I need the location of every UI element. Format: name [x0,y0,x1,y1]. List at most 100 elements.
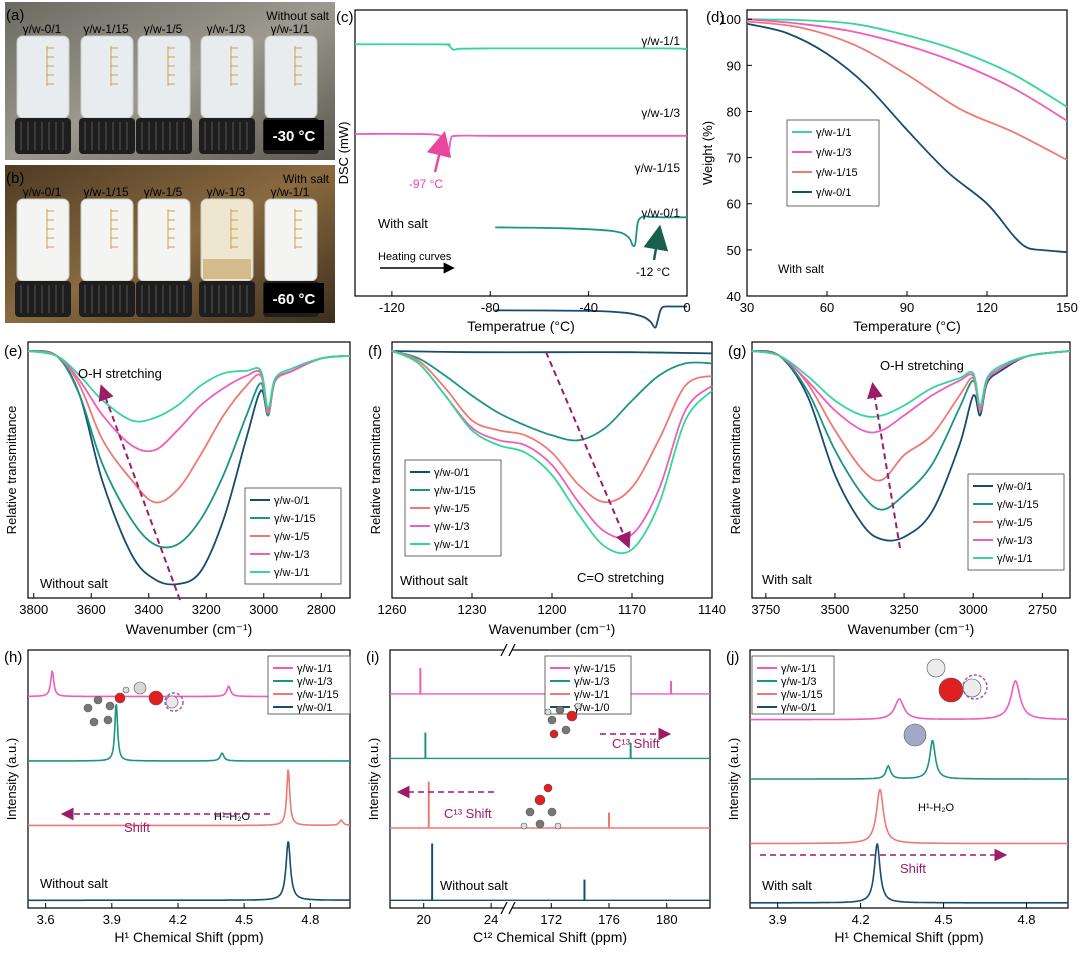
legend-label: γ/w-0/1 [997,481,1032,493]
legend-box [544,655,632,715]
y-tick-label: 80 [727,104,741,119]
legend-label: γ/w-1/1 [997,553,1032,565]
ftir-oh-with-salt-panel: 3750 3500 3250 3000 2750 (g) Wavenumber (cm⁻¹)… [728,341,1071,637]
x-axis-label: Wavenumber (cm⁻¹) [126,621,253,637]
c13-nmr-panel: 20 24 172 176 180 (i) C¹² Chemical Shift (ppm)… [366,643,711,945]
x-tick-label: 4.2 [852,912,870,927]
trend-arrow [98,384,181,601]
ir-spectrum-curve [751,350,1071,434]
vial-residue [203,259,251,279]
h1-nmr-with-salt-panel: 3.9 4.2 4.5 4.8 (j) H¹ Chemical Shift (ppm) In… [726,649,1069,945]
temperature-badge [264,120,324,150]
vial-label: γ/w-1/15 [83,185,129,199]
x-axis-label: Wavenumber (cm⁻¹) [848,621,975,637]
y-axis-label: Intensity (a.u.) [726,738,741,820]
axis-break-mark [508,901,516,915]
x-tick-label: 4.5 [935,912,953,927]
nmr-spectrum [28,769,351,827]
legend-label: γ/w-1/15 [781,689,823,701]
panel-label: (f) [368,343,382,360]
dsc-curve [354,132,687,153]
vial-body [264,35,318,119]
ir-spectrum-curve [27,350,351,423]
vial-label: γ/w-0/1 [23,22,62,36]
plot-frame [27,341,351,599]
x-tick-label: 4.8 [1017,912,1035,927]
legend-label: γ/w-1/5 [997,517,1032,529]
annotation-h1-h2o: H¹-H₂O [214,811,250,823]
axis-break-mark [500,643,508,657]
legend-label: γ/w-1/3 [781,676,816,688]
nmr-spectrum [28,841,351,902]
x-tick-label: 3.9 [103,912,121,927]
legend-label: γ/w-1/15 [297,689,339,701]
legend-label: γ/w-1/15 [274,513,316,525]
legend-label: γ/w-1/1 [297,663,332,675]
ir-spectrum-curve [27,350,351,453]
melting-arrow-green [643,224,669,261]
vial-label: γ/w-1/5 [144,185,183,199]
panel-label: (e) [4,343,22,360]
panel-label: (c) [336,9,354,26]
molecule-atom [122,686,130,694]
molecule-atom [938,677,964,703]
x-tick-label: 24 [484,912,498,927]
nmr-spectrum [750,739,1068,780]
annotation-c13-shift: C¹³ Shift [612,736,660,751]
x-tick-label: 1230 [458,602,487,617]
x-tick-label: -120 [379,300,405,315]
legend-label: γ/w-1/3 [297,676,332,688]
legend-box [267,655,351,715]
molecule-atom [549,729,559,739]
y-axis-label: Weight (%) [700,121,715,185]
legend-label: γ/w-1/15 [997,499,1039,511]
y-tick-label: 40 [727,289,741,304]
ir-spectrum-curve [391,350,713,355]
molecule-atom [962,678,982,698]
molecule-atom [525,807,535,817]
molecule-atom [520,822,528,830]
trend-arrow [867,382,901,549]
molecule-atom [535,819,545,829]
molecule-atom [89,717,99,727]
x-tick-label: 4.8 [301,912,319,927]
ir-spectrum-curve [391,350,713,442]
legend-label: γ/w-1/15 [816,167,858,179]
photo-condition-label: With salt [283,172,330,186]
annotation-heating: Heating curves [378,251,452,263]
molecule-atom [148,690,164,706]
legend-label: γ/w-1/3 [274,549,309,561]
tga-curve [746,18,1068,108]
tga-curve [746,20,1068,161]
legend-label: γ/w-1/1 [574,689,609,701]
y-axis-label: Intensity (a.u.) [4,738,19,820]
x-tick-label: 4.5 [235,912,253,927]
trend-arrow [545,351,631,549]
melting-arrow-pink [426,130,452,173]
legend-label: γ/w-1/15 [574,663,616,675]
molecule-atom [561,725,571,735]
axis-break-gap [504,644,512,656]
annotation-h1-h2o: H¹-H₂O [918,802,954,814]
x-axis-label: C¹² Chemical Shift (ppm) [473,929,627,945]
legend-label: γ/w-0/1 [434,467,469,479]
x-axis-label: H¹ Chemical Shift (ppm) [834,929,983,945]
molecule-atom [114,692,126,704]
h1-nmr-without-salt-panel: 3.6 3.9 4.2 4.5 4.8 (h) H¹ Chemical Shift (ppm… [4,649,351,945]
y-axis-label: Intensity (a.u.) [366,738,381,820]
plot-frame [751,341,1071,599]
x-tick-label: -80 [481,300,500,315]
molecule-atom [566,710,578,722]
panel-label: (j) [726,649,739,666]
y-axis-label: Relative transmittance [728,406,743,535]
annotation-without-salt: Without salt [400,573,468,588]
x-tick-label: 172 [540,912,562,927]
curve-label: γ/w-0/1 [641,206,680,220]
annotation-c13-shift: C¹³ Shift [444,806,492,821]
molecule-atom [543,783,553,793]
x-axis-label: Temperature (°C) [853,318,961,334]
molecule-atom [547,715,557,725]
ir-spectrum-curve [391,350,713,504]
molecule-atom [133,681,147,695]
legend-label: γ/w-1/0 [574,702,609,714]
